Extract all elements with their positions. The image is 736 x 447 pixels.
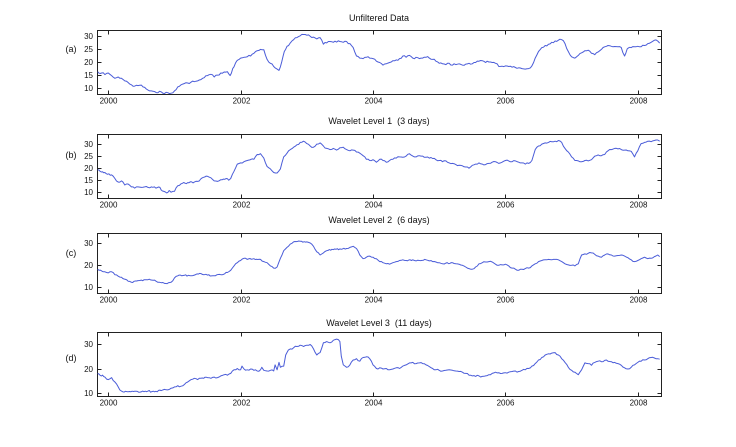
x-tick-label: 2008 [630, 97, 648, 106]
axes-box [97, 134, 662, 199]
panel-d-title: Wavelet Level 3 (11 days) [326, 318, 432, 328]
x-tick-label: 2002 [233, 201, 251, 210]
panel-d-letter: (d) [65, 353, 77, 363]
y-tick-label: 20 [84, 164, 93, 173]
panel-a-title: Unfiltered Data [348, 13, 410, 23]
x-tick-label: 2004 [365, 399, 383, 408]
x-tick-label: 2000 [100, 399, 118, 408]
y-tick-label: 10 [84, 389, 93, 398]
x-tick-label: 2004 [365, 296, 383, 305]
panel-b-letter: (b) [65, 150, 77, 160]
y-tick-label: 10 [84, 283, 93, 292]
data-line [97, 240, 661, 285]
x-tick-label: 2006 [497, 97, 515, 106]
panel-(a): 2000 2002 2004 2006 2008 10 15 20 25 30 [84, 30, 662, 106]
axes-box [97, 233, 662, 294]
y-tick-label: 30 [84, 32, 93, 41]
x-tick-label: 2002 [233, 296, 251, 305]
y-tick-label: 20 [84, 58, 93, 67]
x-tick-label: 2002 [233, 399, 251, 408]
x-tick-label: 2006 [497, 296, 515, 305]
x-tick-label: 2000 [100, 97, 118, 106]
y-tick-label: 30 [84, 239, 93, 248]
y-tick-label: 20 [84, 365, 93, 374]
panel-(b): 2000 2002 2004 2006 2008 10 15 20 25 30 [84, 134, 662, 210]
panel-a-letter: (a) [65, 44, 77, 54]
x-tick-label: 2004 [365, 97, 383, 106]
y-tick-label: 25 [84, 45, 93, 54]
axes-box [97, 332, 662, 397]
panel-(d): 2000 2002 2004 2006 2008 10 20 30 [84, 332, 662, 408]
x-tick-label: 2006 [497, 399, 515, 408]
x-tick-label: 2000 [100, 296, 118, 305]
x-tick-label: 2006 [497, 201, 515, 210]
x-tick-label: 2004 [365, 201, 383, 210]
y-tick-label: 15 [84, 71, 93, 80]
data-line [97, 33, 661, 94]
panel-c-title: Wavelet Level 2 (6 days) [328, 215, 430, 225]
x-tick-label: 2008 [630, 296, 648, 305]
panel-c-letter: (c) [65, 248, 77, 258]
x-tick-label: 2008 [630, 399, 648, 408]
x-tick-label: 2008 [630, 201, 648, 210]
x-tick-label: 2000 [100, 201, 118, 210]
y-tick-label: 15 [84, 176, 93, 185]
y-tick-label: 10 [84, 84, 93, 93]
y-tick-label: 30 [84, 340, 93, 349]
panel-(c): 2000 2002 2004 2006 2008 10 20 30 [84, 233, 662, 305]
y-tick-label: 30 [84, 140, 93, 149]
y-tick-label: 10 [84, 188, 93, 197]
data-line [97, 139, 660, 194]
y-tick-label: 20 [84, 261, 93, 270]
panel-b-title: Wavelet Level 1 (3 days) [328, 116, 430, 126]
x-tick-label: 2002 [233, 97, 251, 106]
data-line [97, 338, 660, 393]
y-tick-label: 25 [84, 152, 93, 161]
